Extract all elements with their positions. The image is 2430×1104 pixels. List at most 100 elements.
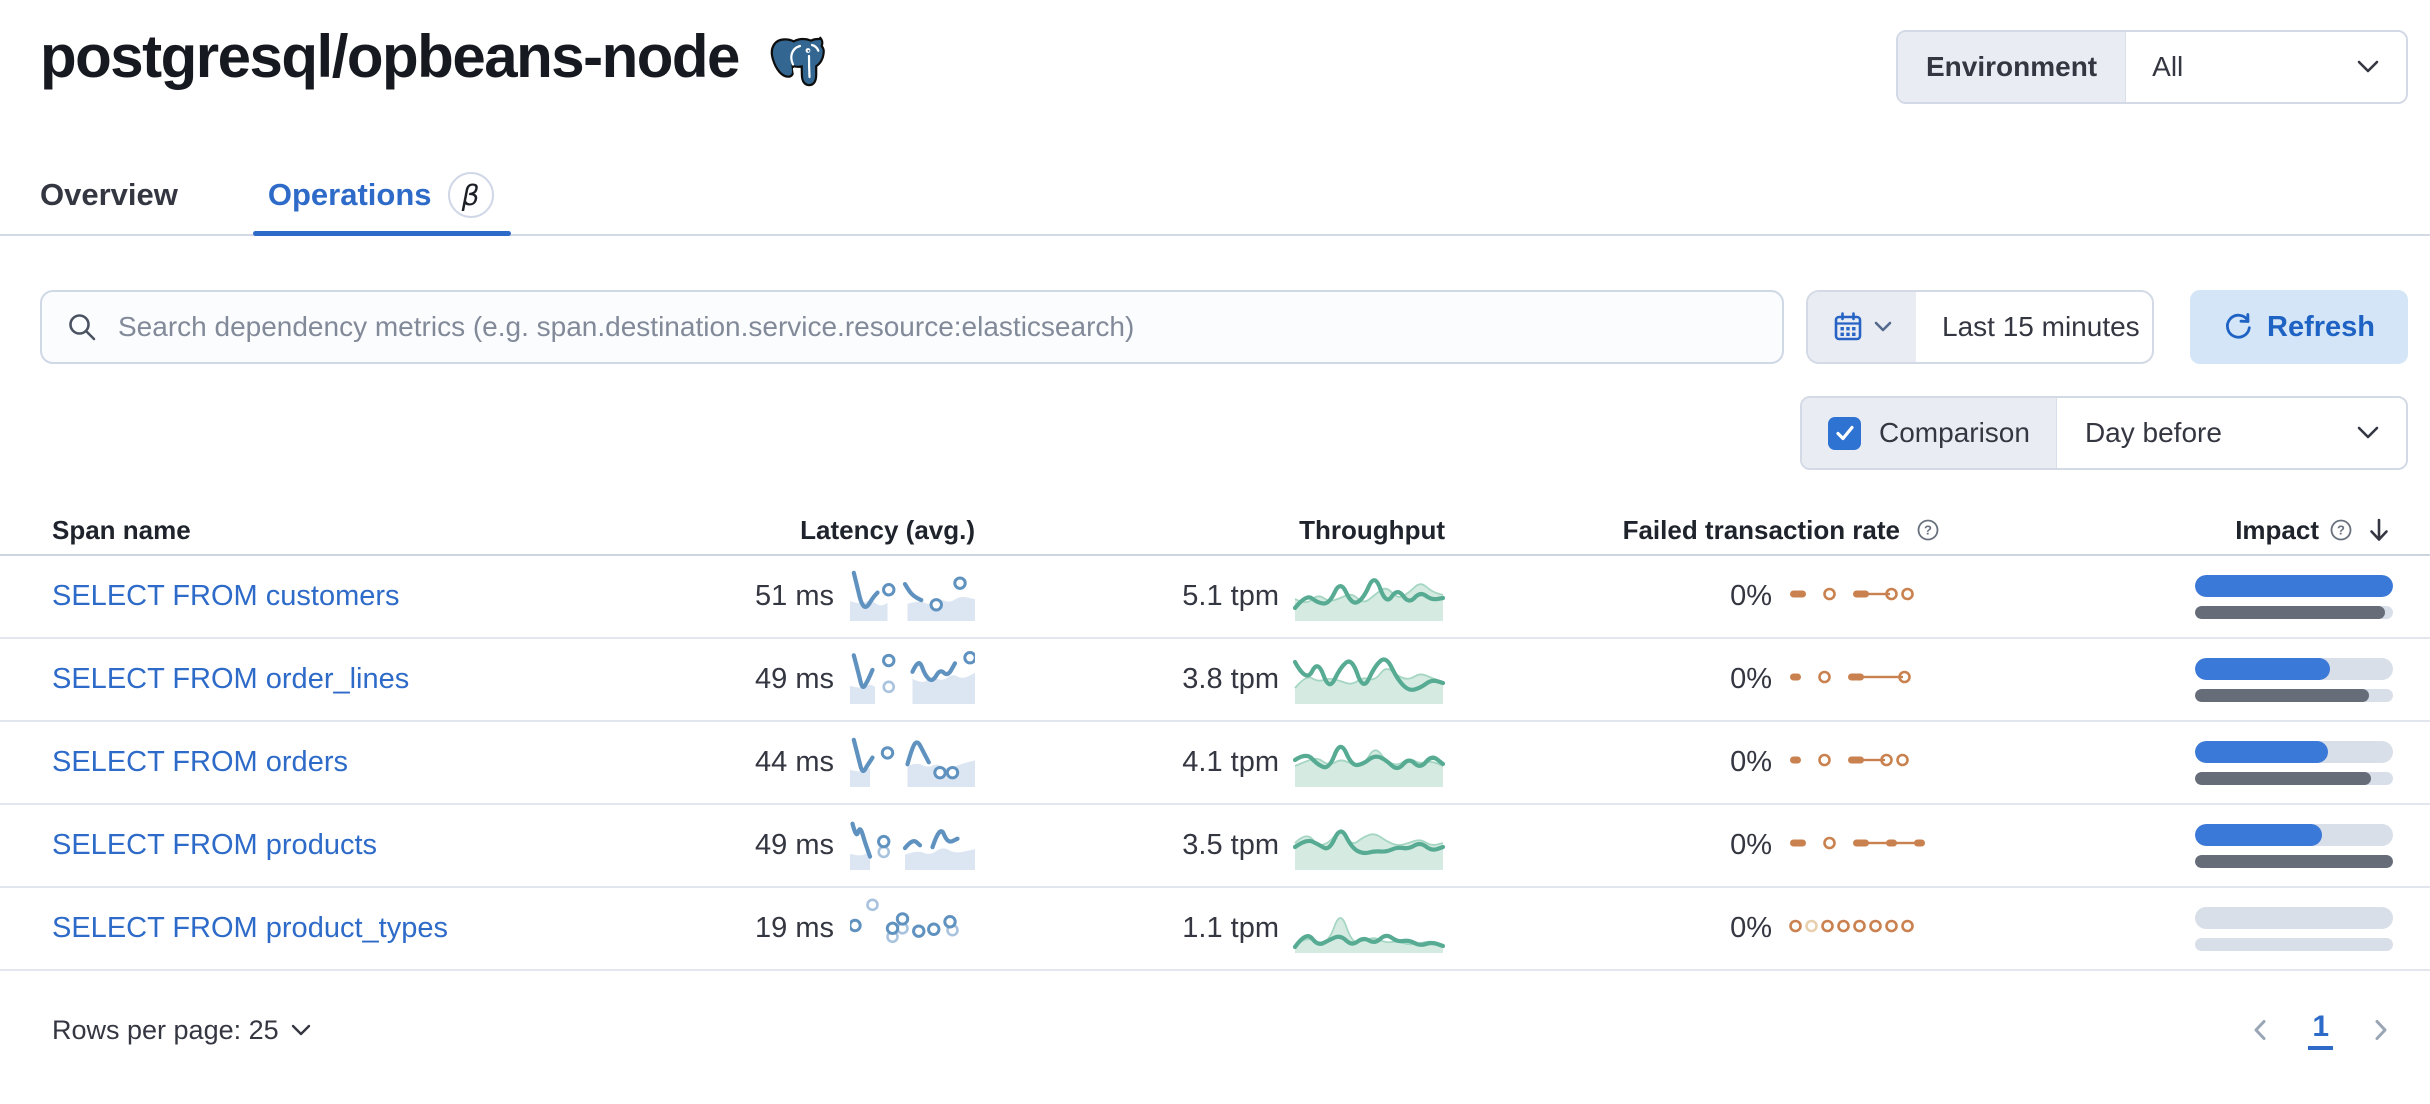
latency-sparkline <box>848 898 975 959</box>
question-circle-icon: ? <box>2330 519 2352 541</box>
tab-bar: Overview Operations β <box>40 172 494 218</box>
search-bar[interactable] <box>40 290 1784 364</box>
throughput-sparkline <box>1292 814 1446 877</box>
failed-rate-sparkline <box>1788 908 1940 949</box>
environment-select[interactable]: Environment All <box>1896 30 2408 104</box>
rows-per-page-label: Rows per page: 25 <box>52 1014 279 1045</box>
throughput-value: 5.1 tpm <box>1182 580 1279 612</box>
column-header-latency[interactable]: Latency (avg.) <box>800 514 975 545</box>
column-header-throughput[interactable]: Throughput <box>1299 514 1445 545</box>
page-number-1[interactable]: 1 <box>2308 1010 2333 1050</box>
chevron-right-icon <box>2375 1020 2387 1040</box>
failed-rate-sparkline <box>1788 742 1940 783</box>
rows-per-page-button[interactable]: Rows per page: 25 <box>52 1015 311 1046</box>
span-name-link[interactable]: SELECT FROM order_lines <box>52 663 410 695</box>
impact-bars <box>2195 657 2393 702</box>
svg-text:?: ? <box>1924 523 1932 538</box>
throughput-sparkline <box>1292 731 1446 794</box>
impact-bars <box>2195 574 2393 619</box>
previous-page-button[interactable] <box>2248 1017 2274 1043</box>
latency-value: 19 ms <box>755 912 834 944</box>
failed-rate-sparkline <box>1788 825 1940 866</box>
impact-bars <box>2195 740 2393 785</box>
svg-text:?: ? <box>2337 523 2345 538</box>
date-picker: Last 15 minutes <box>1806 290 2154 364</box>
throughput-value: 3.5 tpm <box>1182 829 1279 861</box>
chevron-down-icon <box>2356 398 2406 468</box>
column-header-failed-rate[interactable]: Failed transaction rate ? <box>1445 515 1940 546</box>
question-circle-icon: ? <box>1917 519 1939 541</box>
failed-rate-value: 0% <box>1730 829 1772 861</box>
latency-value: 51 ms <box>755 580 834 612</box>
search-icon <box>69 314 96 341</box>
failed-rate-value: 0% <box>1730 912 1772 944</box>
chevron-left-icon <box>2254 1020 2266 1040</box>
table-header-row: Span name Latency (avg.) Throughput Fail… <box>0 506 2430 556</box>
latency-sparkline <box>850 566 975 627</box>
latency-sparkline <box>850 732 975 793</box>
refresh-icon <box>2226 313 2251 339</box>
chevron-down-icon <box>291 1024 310 1035</box>
impact-bars <box>2195 906 2393 951</box>
check-icon <box>1835 425 1854 441</box>
span-name-link[interactable]: SELECT FROM customers <box>52 580 400 612</box>
search-input[interactable] <box>118 311 1758 343</box>
span-name-link[interactable]: SELECT FROM orders <box>52 746 348 778</box>
pagination: 1 <box>2248 1010 2393 1050</box>
table-row: SELECT FROM product_types 19 ms 1.1 tpm … <box>0 888 2430 971</box>
refresh-button[interactable]: Refresh <box>2190 290 2408 364</box>
chevron-down-icon <box>1874 321 1892 332</box>
column-header-impact[interactable]: Impact ? <box>1940 515 2393 546</box>
tab-overview[interactable]: Overview <box>40 177 178 212</box>
throughput-value: 4.1 tpm <box>1182 746 1279 778</box>
span-name-link[interactable]: SELECT FROM product_types <box>52 912 448 944</box>
comparison-select[interactable]: Day before <box>2084 417 2222 448</box>
impact-bars <box>2195 823 2393 868</box>
operations-table: Span name Latency (avg.) Throughput Fail… <box>0 506 2430 971</box>
postgresql-elephant-icon <box>770 35 825 86</box>
throughput-sparkline <box>1292 897 1446 960</box>
environment-label: Environment <box>1898 32 2127 102</box>
tabs-divider <box>0 234 2430 236</box>
comparison-toggle-section: Comparison <box>1802 398 2057 468</box>
table-row: SELECT FROM order_lines 49 ms 3.8 tpm 0% <box>0 639 2430 722</box>
span-name-link[interactable]: SELECT FROM products <box>52 829 378 861</box>
throughput-value: 3.8 tpm <box>1182 663 1279 695</box>
latency-sparkline <box>850 815 975 876</box>
active-tab-indicator <box>253 231 511 236</box>
page-title: postgresql/opbeans-node <box>40 23 740 90</box>
tab-operations[interactable]: Operations <box>267 177 432 212</box>
throughput-sparkline <box>1292 648 1446 711</box>
throughput-sparkline <box>1292 565 1446 628</box>
latency-value: 49 ms <box>755 829 834 861</box>
failed-rate-value: 0% <box>1730 746 1772 778</box>
beta-badge: β <box>447 172 494 218</box>
next-page-button[interactable] <box>2367 1017 2393 1043</box>
table-row: SELECT FROM orders 44 ms 4.1 tpm 0% <box>0 722 2430 805</box>
table-row: SELECT FROM products 49 ms 3.5 tpm 0% <box>0 805 2430 888</box>
latency-value: 44 ms <box>755 746 834 778</box>
calendar-icon <box>1834 312 1862 341</box>
table-footer: Rows per page: 25 1 <box>0 990 2430 1070</box>
refresh-label: Refresh <box>2267 310 2375 343</box>
failed-rate-sparkline <box>1788 576 1940 617</box>
environment-value: All <box>2152 51 2184 82</box>
comparison-checkbox[interactable] <box>1828 416 1861 450</box>
time-range-value[interactable]: Last 15 minutes <box>1942 311 2140 342</box>
throughput-value: 1.1 tpm <box>1182 912 1279 944</box>
latency-sparkline <box>850 649 977 710</box>
impact-header-label: Impact <box>2235 514 2319 545</box>
page-header: postgresql/opbeans-node <box>40 22 831 91</box>
column-header-span-name: Span name <box>52 514 191 545</box>
failed-rate-header-label: Failed transaction rate <box>1622 514 1900 545</box>
comparison-label: Comparison <box>1879 417 2030 448</box>
latency-value: 49 ms <box>755 663 834 695</box>
sort-descending-arrow-icon <box>2370 518 2388 541</box>
table-row: SELECT FROM customers 51 ms 5.1 tpm 0% <box>0 556 2430 639</box>
chevron-down-icon <box>2356 32 2406 102</box>
failed-rate-value: 0% <box>1730 580 1772 612</box>
date-picker-quick-menu-button[interactable] <box>1808 292 1916 362</box>
failed-rate-sparkline <box>1788 659 1940 700</box>
failed-rate-value: 0% <box>1730 663 1772 695</box>
comparison-control: Comparison Day before <box>1800 396 2408 470</box>
